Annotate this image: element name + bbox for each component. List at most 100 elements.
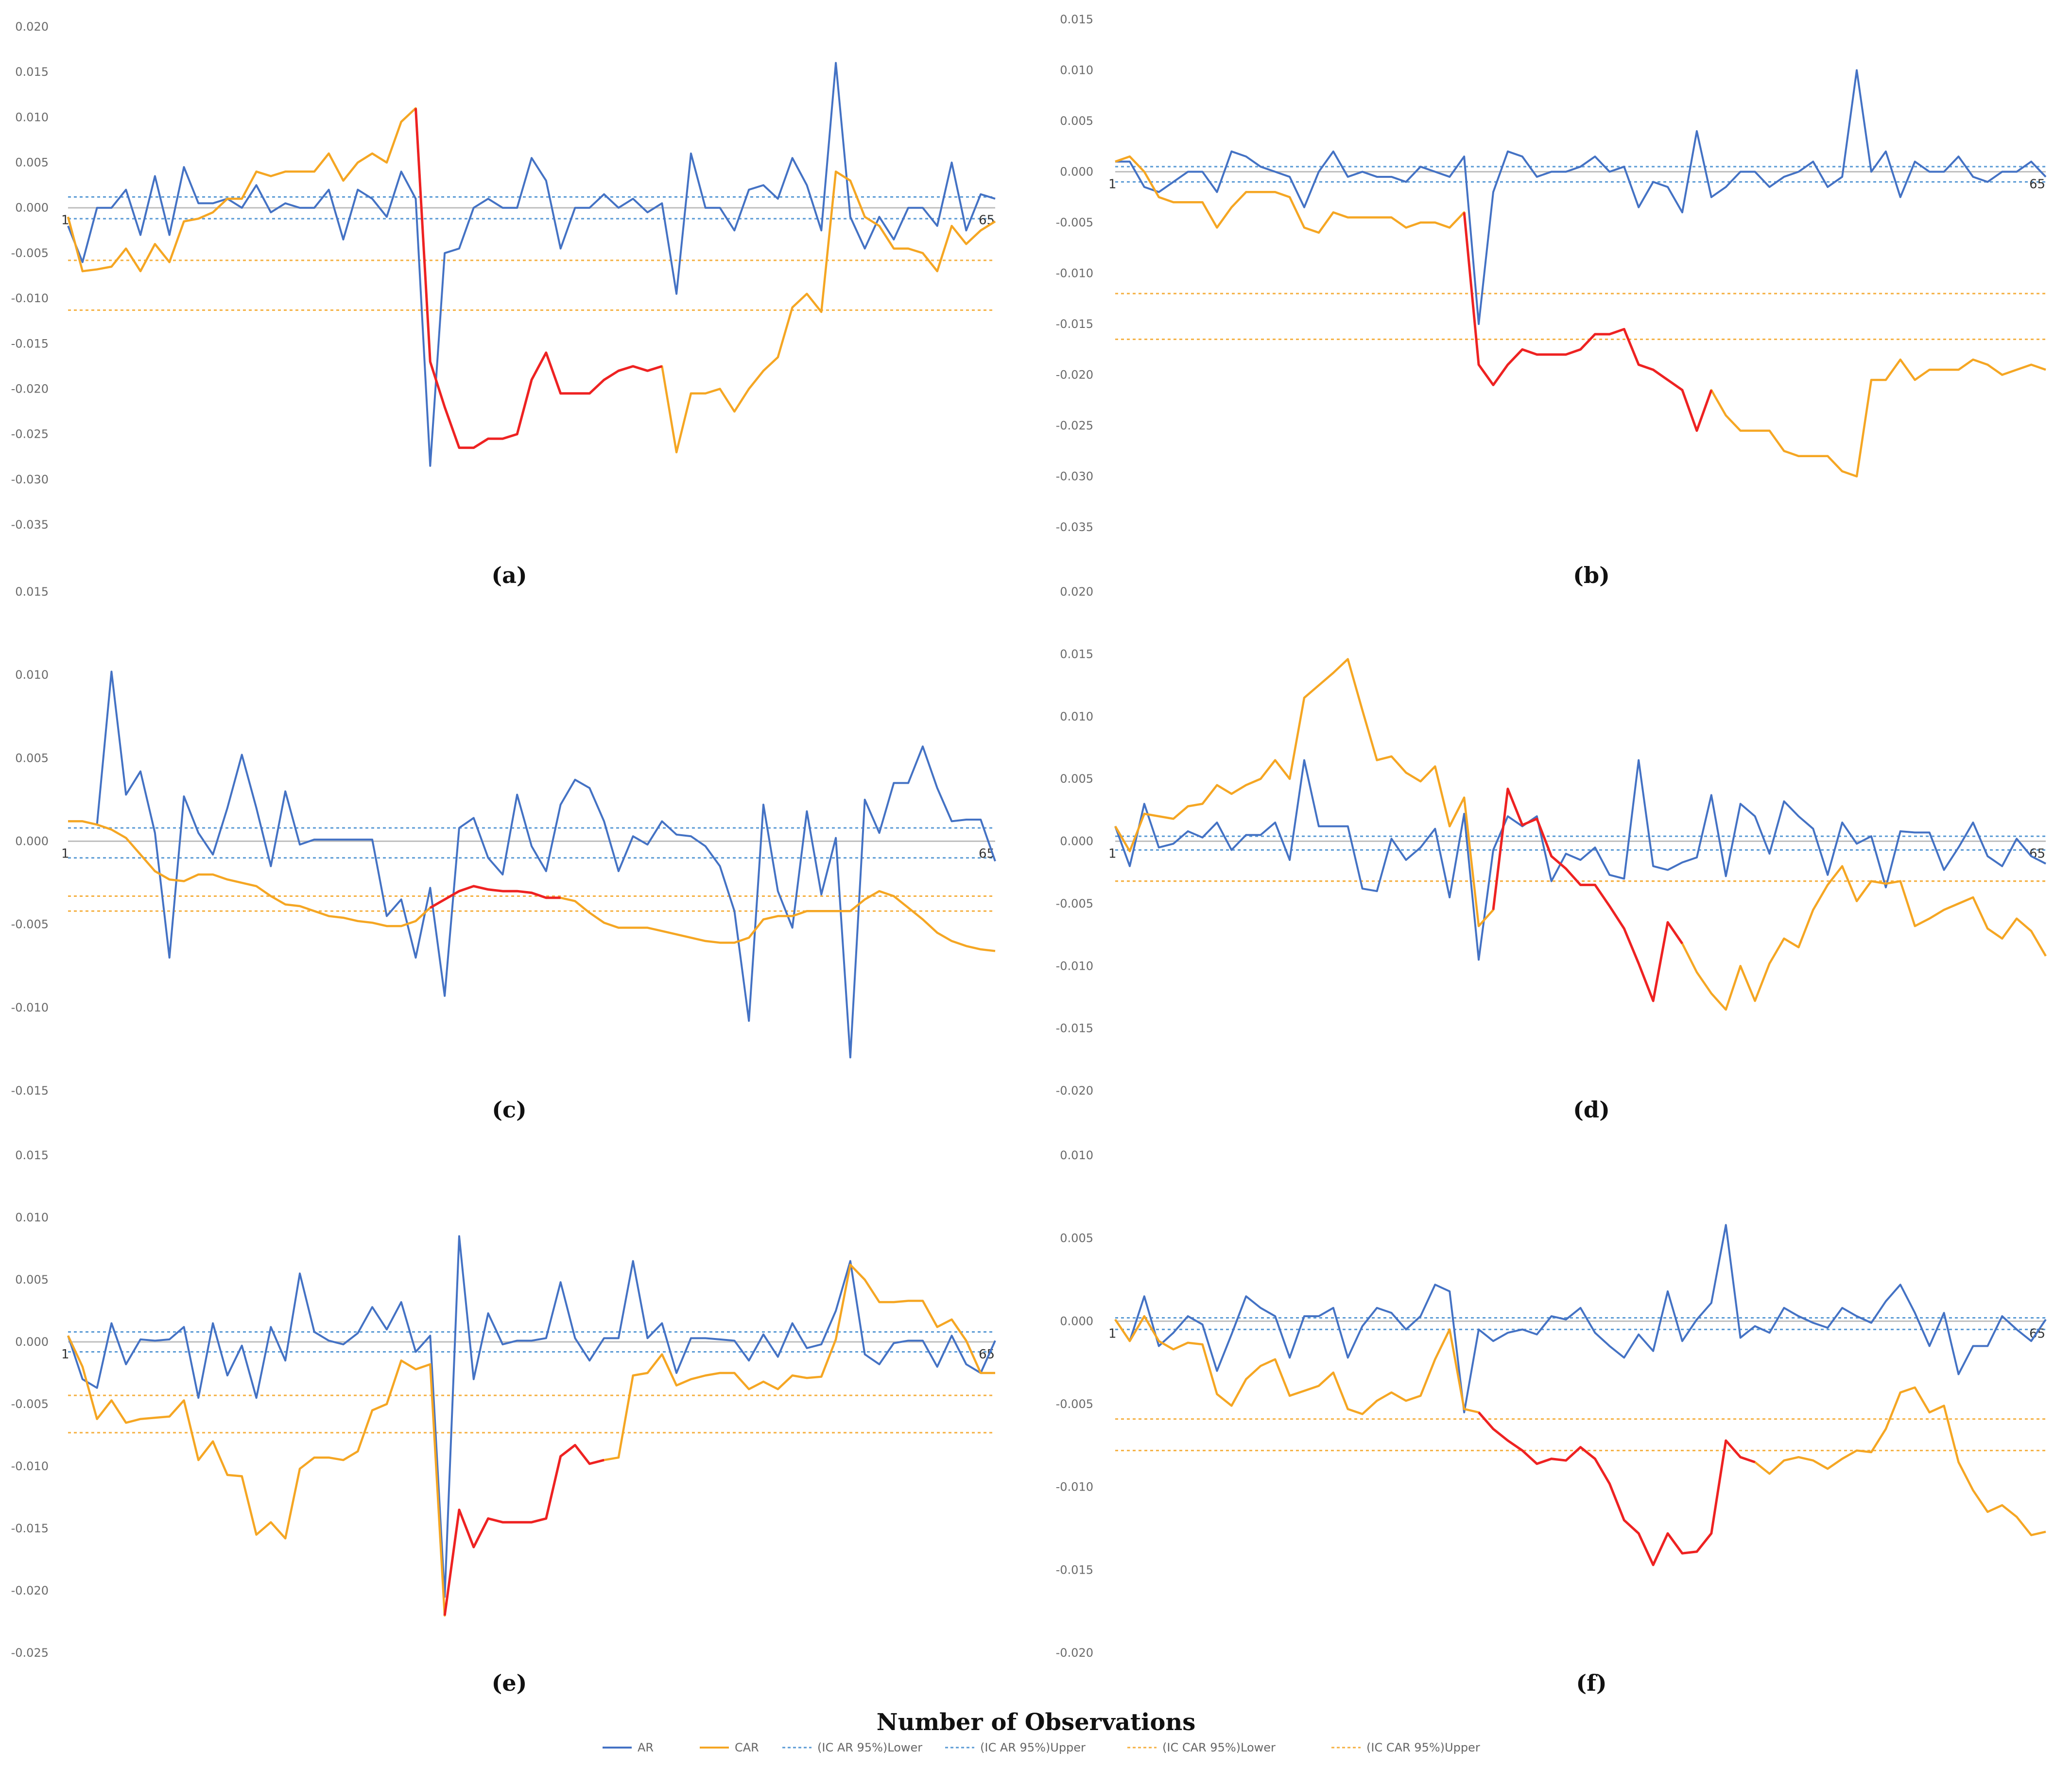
legend-item: (IC CAR 95%)Upper [1331,1741,1480,1754]
y-tick-label: -0.015 [1056,1563,1093,1577]
y-tick-label: 0.000 [1060,835,1093,848]
x-start-label: 1 [61,1347,69,1362]
y-tick-label: -0.015 [11,337,49,350]
y-tick-label: -0.010 [11,1001,49,1014]
x-start-label: 1 [61,847,69,861]
y-tick-label: -0.030 [1056,470,1093,483]
chart-panel: 0.015 0.010 0.005 0.000 -0.005 -0.010 -0.015 -0… [11,1149,996,1696]
y-tick-label: -0.005 [1056,897,1093,910]
y-tick-label: 0.010 [1060,64,1093,77]
y-tick-label: -0.020 [1056,368,1093,382]
y-tick-label: -0.010 [11,292,49,305]
x-axis-title: Number of Observations [877,1709,1196,1736]
x-end-label: 65 [979,213,995,228]
legend-item: (IC AR 95%)Lower [782,1741,922,1754]
y-tick-label: 0.005 [1060,772,1093,786]
chart-panel: 0.020 0.015 0.010 0.005 0.000 -0.005 -0.010 -0.… [1056,585,2047,1123]
x-start-label: 1 [1108,1326,1117,1341]
car-highlight-segment [1478,1411,1756,1566]
legend-label: AR [638,1741,654,1754]
ar-series-line [1114,759,2046,961]
y-tick-label: -0.035 [11,518,49,532]
legend-item: (IC CAR 95%)Lower [1127,1741,1276,1754]
y-tick-label: 0.015 [15,1149,49,1162]
x-end-label: 65 [2029,177,2045,192]
panel-label: (a) [491,562,527,588]
y-tick-label: -0.015 [11,1084,49,1098]
chart-panel: 0.015 0.010 0.005 0.000 -0.005 -0.010 -0.015 -0… [1056,13,2047,588]
legend-label: (IC CAR 95%)Upper [1366,1741,1480,1754]
y-tick-label: -0.005 [1056,1397,1093,1411]
y-tick-label: -0.010 [1056,1480,1093,1494]
y-tick-label: 0.015 [1060,13,1093,26]
car-highlight-segment [1463,212,1713,432]
y-tick-label: 0.000 [15,835,49,848]
y-tick-label: 0.000 [1060,1314,1093,1328]
y-tick-label: 0.000 [15,1335,49,1349]
y-tick-label: -0.010 [1056,959,1093,973]
y-tick-label: 0.010 [1060,1149,1093,1162]
car-series-line [67,1264,995,1617]
legend: AR CAR (IC AR 95%)Lower (IC AR 95%)Upper (IC… [603,1741,1480,1754]
x-start-label: 1 [1108,847,1117,861]
legend-label: (IC AR 95%)Lower [817,1741,922,1754]
car-series-line [1115,155,2046,478]
y-tick-label: 0.010 [15,668,49,682]
legend-item: CAR [700,1741,759,1754]
car-series-line [1114,1315,2046,1566]
legend-item: (IC AR 95%)Upper [945,1741,1086,1754]
y-tick-label: -0.020 [11,382,49,395]
y-tick-label: -0.015 [11,1522,49,1535]
ar-series-line [1114,1224,2047,1414]
y-tick-label: -0.035 [1056,520,1093,534]
y-tick-label: -0.005 [1056,216,1093,229]
ar-series-line [1115,69,2047,325]
y-tick-label: 0.015 [15,65,49,79]
y-tick-label: 0.010 [15,110,49,124]
panel-label: (b) [1573,562,1610,588]
y-tick-label: -0.025 [1056,419,1093,432]
y-tick-label: 0.005 [15,1273,49,1287]
y-tick-label: 0.005 [15,156,49,170]
legend-label: CAR [735,1741,759,1754]
y-tick-label: -0.020 [1056,1646,1093,1660]
y-tick-label: 0.015 [1060,647,1093,661]
y-tick-label: 0.020 [15,20,49,34]
y-tick-label: 0.010 [15,1211,49,1224]
y-tick-label: 0.000 [1060,165,1093,179]
y-tick-label: 0.005 [1060,1232,1093,1245]
panels: 0.020 0.015 0.010 0.005 0.000 -0.005 -0.010 -0.… [11,13,2047,1696]
ar-series-line [67,1235,996,1598]
chart-panel: 0.020 0.015 0.010 0.005 0.000 -0.005 -0.010 -0.… [11,20,996,588]
y-tick-label: -0.005 [11,918,49,931]
y-tick-label: -0.020 [11,1584,49,1597]
y-tick-label: 0.000 [15,201,49,215]
car-highlight-segment [1492,788,1684,1002]
y-tick-label: -0.005 [11,246,49,260]
y-tick-label: -0.005 [11,1397,49,1411]
y-tick-label: -0.025 [11,1646,49,1660]
y-tick-label: -0.010 [1056,267,1093,280]
car-highlight-segment [414,108,663,449]
y-tick-label: 0.005 [1060,114,1093,128]
panel-label: (e) [492,1670,527,1696]
x-start-label: 1 [1108,177,1117,192]
legend-label: (IC CAR 95%)Lower [1162,1741,1276,1754]
ar-series-line [68,670,996,1059]
x-start-label: 1 [61,213,69,228]
legend-label: (IC AR 95%)Upper [980,1741,1086,1754]
y-tick-label: -0.010 [11,1459,49,1473]
panel-label: (c) [492,1097,527,1123]
legend-item: AR [603,1741,654,1754]
chart-panel: 0.010 0.005 0.000 -0.005 -0.010 -0.015 -0.020 1… [1056,1149,2047,1696]
y-tick-label: 0.020 [1060,585,1093,599]
y-tick-label: -0.020 [1056,1084,1093,1098]
y-tick-label: -0.025 [11,428,49,441]
ar-series-line [67,62,996,467]
panel-label: (f) [1576,1670,1606,1696]
car-highlight-segment [443,1443,604,1616]
y-tick-label: -0.015 [1056,1022,1093,1035]
panel-label: (d) [1573,1097,1610,1123]
